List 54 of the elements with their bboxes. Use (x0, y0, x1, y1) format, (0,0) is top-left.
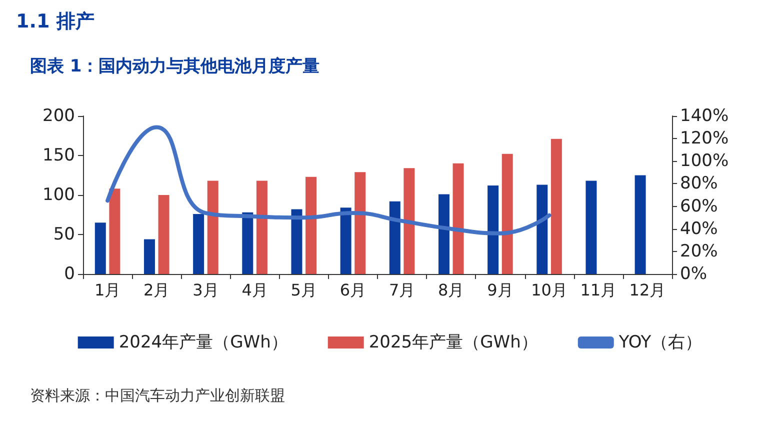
y2-tick-label: 120% (680, 128, 729, 149)
chart-title: 图表 1：国内动力与其他电池月度产量 (30, 56, 320, 76)
text: 资料来源：中国汽车动力产业创新联盟 (30, 386, 285, 404)
bar (634, 175, 646, 274)
x-tick-label: 2月 (144, 280, 170, 300)
bar (340, 208, 352, 274)
bar (586, 180, 597, 274)
bar (291, 209, 302, 274)
bar (193, 214, 204, 274)
bar (488, 186, 499, 274)
y-tick-label: 0 (64, 264, 75, 284)
y-tick-label: 150 (42, 146, 75, 166)
x-tick-label: 9月 (487, 280, 514, 300)
line-series (106, 125, 552, 236)
bar (207, 180, 218, 274)
bar (452, 163, 464, 274)
bar (242, 212, 254, 274)
y2-tick-label: 100% (680, 151, 729, 172)
x-tick-label: 5月 (290, 280, 317, 300)
bar (306, 176, 317, 274)
legend-label: 2025年产量（GWh） (368, 332, 538, 352)
x-tick-label: 12月 (629, 280, 666, 300)
y-tick-label: 200 (42, 106, 75, 126)
bar (144, 239, 155, 274)
bar (158, 195, 170, 274)
x-tick-label: 1月 (94, 280, 121, 300)
y2-tick-label: 60% (680, 196, 718, 216)
y2-tick-label: 20% (680, 241, 718, 262)
x-tick-label: 8月 (438, 280, 464, 300)
x-tick-label: 4月 (242, 280, 268, 300)
y-tick-label: 100 (42, 185, 75, 205)
legend-label: YOY（右） (618, 332, 702, 352)
bar (354, 172, 366, 274)
x-tick-label: 7月 (388, 280, 416, 300)
legend-label: 2024年产量（GWh） (118, 332, 288, 352)
bar (404, 168, 415, 274)
bar (502, 154, 513, 274)
text: 1.1 排产 (16, 10, 94, 32)
bar (389, 201, 400, 274)
y2-tick-label: 140% (680, 106, 729, 126)
x-tick-label: 6月 (340, 280, 366, 300)
bar (438, 194, 450, 274)
y2-tick-label: 40% (680, 218, 718, 239)
y-tick-label: 50 (53, 224, 75, 244)
bar (550, 138, 562, 274)
x-tick-label: 11月 (580, 280, 617, 300)
x-tick-label: 3月 (192, 280, 219, 300)
bar (109, 188, 120, 274)
x-tick-label: 10月 (531, 280, 568, 300)
bar (536, 184, 548, 274)
y2-tick-label: 80% (680, 174, 718, 194)
bar (256, 180, 268, 274)
y2-tick-label: 0% (680, 264, 707, 284)
bar (94, 222, 106, 274)
